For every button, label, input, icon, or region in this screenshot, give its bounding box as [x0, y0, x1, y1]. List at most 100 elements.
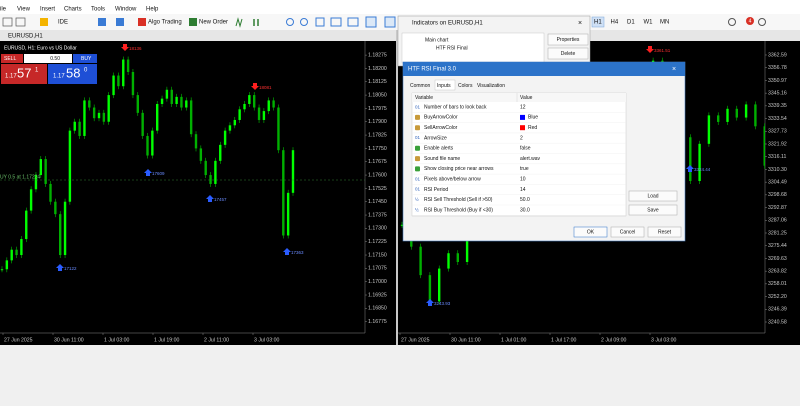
candle	[171, 90, 173, 104]
close-button[interactable]: ×	[672, 66, 676, 73]
sell-label[interactable]: SELL	[4, 56, 16, 62]
candle	[447, 253, 449, 268]
tab[interactable]: Inputs	[437, 83, 451, 89]
candle	[166, 90, 168, 99]
row-value[interactable]: true	[520, 166, 529, 172]
icon[interactable]	[189, 18, 197, 26]
row-value[interactable]: 30.0	[520, 207, 530, 213]
tab[interactable]: Colors	[458, 83, 473, 89]
candle	[229, 125, 231, 130]
x-tick-label: 27 Jun 2025	[401, 337, 430, 343]
row-value[interactable]: 10	[520, 177, 526, 183]
buy-arrow-label: 3324.44	[694, 167, 711, 172]
timeframe[interactable]: MN	[660, 20, 669, 26]
candle	[277, 108, 279, 151]
icon[interactable]	[98, 18, 106, 26]
menu-item[interactable]: Tools	[91, 7, 105, 13]
sell-arrow-label: 18081	[259, 85, 272, 90]
y-tick-label: 1.16775	[368, 319, 387, 325]
buy-price[interactable]: 1.17	[53, 74, 65, 80]
row-icon	[415, 125, 420, 130]
menu-item[interactable]: ile	[0, 7, 7, 13]
candle	[137, 95, 139, 113]
lot-value[interactable]: 0.50	[50, 56, 60, 62]
tab[interactable]: Visualization	[477, 83, 505, 89]
row-icon	[415, 166, 420, 171]
candle	[292, 150, 294, 193]
sell-arrow-label: 18136	[129, 46, 142, 51]
toolbar-order[interactable]: New Order	[199, 20, 228, 26]
row-value[interactable]: 50.0	[520, 197, 530, 203]
candle	[6, 260, 8, 269]
icon[interactable]	[385, 17, 395, 27]
row-value[interactable]: Red	[528, 125, 537, 131]
icon[interactable]	[138, 18, 146, 26]
candle	[263, 111, 265, 120]
button-label[interactable]: OK	[587, 229, 595, 235]
sell-price[interactable]: 1.17	[5, 74, 17, 80]
window-title-bar	[0, 30, 396, 41]
row-value[interactable]: 12	[520, 104, 526, 110]
timeframe[interactable]: H1	[594, 20, 602, 26]
candle	[78, 122, 80, 136]
x-tick-label: 1 Jul 17:00	[551, 337, 576, 343]
y-tick-label: 1.17750	[368, 146, 387, 152]
y-tick-label: 1.17600	[368, 172, 387, 178]
toolbar-algo[interactable]: Algo Trading	[148, 20, 182, 26]
toolbar-ide[interactable]: IDE	[58, 20, 68, 26]
icon[interactable]	[40, 18, 48, 26]
row-name: Pixels above/below arrow	[424, 177, 481, 183]
timeframe[interactable]: D1	[627, 20, 635, 26]
y-tick-label: 3362.59	[768, 52, 787, 58]
button-label[interactable]: Cancel	[620, 229, 636, 235]
candle	[117, 76, 119, 87]
lot-input[interactable]	[24, 54, 72, 63]
icon[interactable]	[366, 17, 376, 27]
candle	[103, 113, 105, 122]
buy-arrow-label: 17609	[152, 171, 165, 176]
candle	[287, 193, 289, 236]
menu-item[interactable]: Window	[115, 7, 137, 13]
menu-item[interactable]: View	[17, 7, 31, 13]
timeframe[interactable]: W1	[644, 20, 654, 26]
candle	[108, 95, 110, 122]
close-button[interactable]: ×	[578, 20, 582, 27]
y-tick-label: 1.16925	[368, 292, 387, 298]
icon[interactable]	[116, 18, 124, 26]
sell-arrow-label: 3361.51	[654, 48, 671, 53]
button-label[interactable]: Reset	[658, 229, 672, 235]
row-name: RSI Buy Threshold (Buy if <30)	[424, 207, 493, 213]
buy-arrow-label: 17363	[291, 250, 304, 255]
candle	[180, 97, 182, 108]
row-value[interactable]: false	[520, 146, 531, 152]
row-icon: 01	[415, 135, 421, 140]
button-label[interactable]: Properties	[557, 37, 580, 43]
candle	[40, 159, 42, 175]
menu-item[interactable]: Help	[146, 7, 159, 13]
candle	[689, 137, 691, 181]
button-label[interactable]: Delete	[561, 51, 576, 57]
buy-label[interactable]: BUY	[81, 56, 92, 62]
button-label[interactable]: Save	[647, 207, 659, 213]
row-name: Number of bars to look back	[424, 104, 487, 110]
menu-item[interactable]: Charts	[64, 7, 82, 13]
y-tick-label: 3339.35	[768, 103, 787, 109]
candle	[88, 100, 90, 107]
y-tick-label: 3258.01	[768, 281, 787, 287]
candle	[74, 122, 76, 131]
buy-price[interactable]: 58	[66, 65, 80, 80]
tree-item[interactable]: Main chart	[425, 37, 449, 43]
row-value[interactable]: alert.wav	[520, 156, 541, 162]
button-label[interactable]: Load	[647, 193, 658, 199]
row-value[interactable]: 2	[520, 135, 523, 141]
sell-price[interactable]: 57	[17, 65, 31, 80]
tree-item[interactable]: HTF RSI Final	[436, 45, 468, 51]
x-tick-label: 3 Jul 03:00	[651, 337, 676, 343]
candle	[219, 145, 221, 161]
timeframe[interactable]: H4	[611, 20, 619, 26]
tab[interactable]: Common	[410, 83, 431, 89]
menu-item[interactable]: Insert	[40, 7, 55, 13]
indicators-dialog: Indicators on EURUSD,H1 × Main chart HTF…	[398, 16, 590, 66]
row-value[interactable]: 14	[520, 187, 526, 193]
row-value[interactable]: Blue	[528, 115, 538, 121]
